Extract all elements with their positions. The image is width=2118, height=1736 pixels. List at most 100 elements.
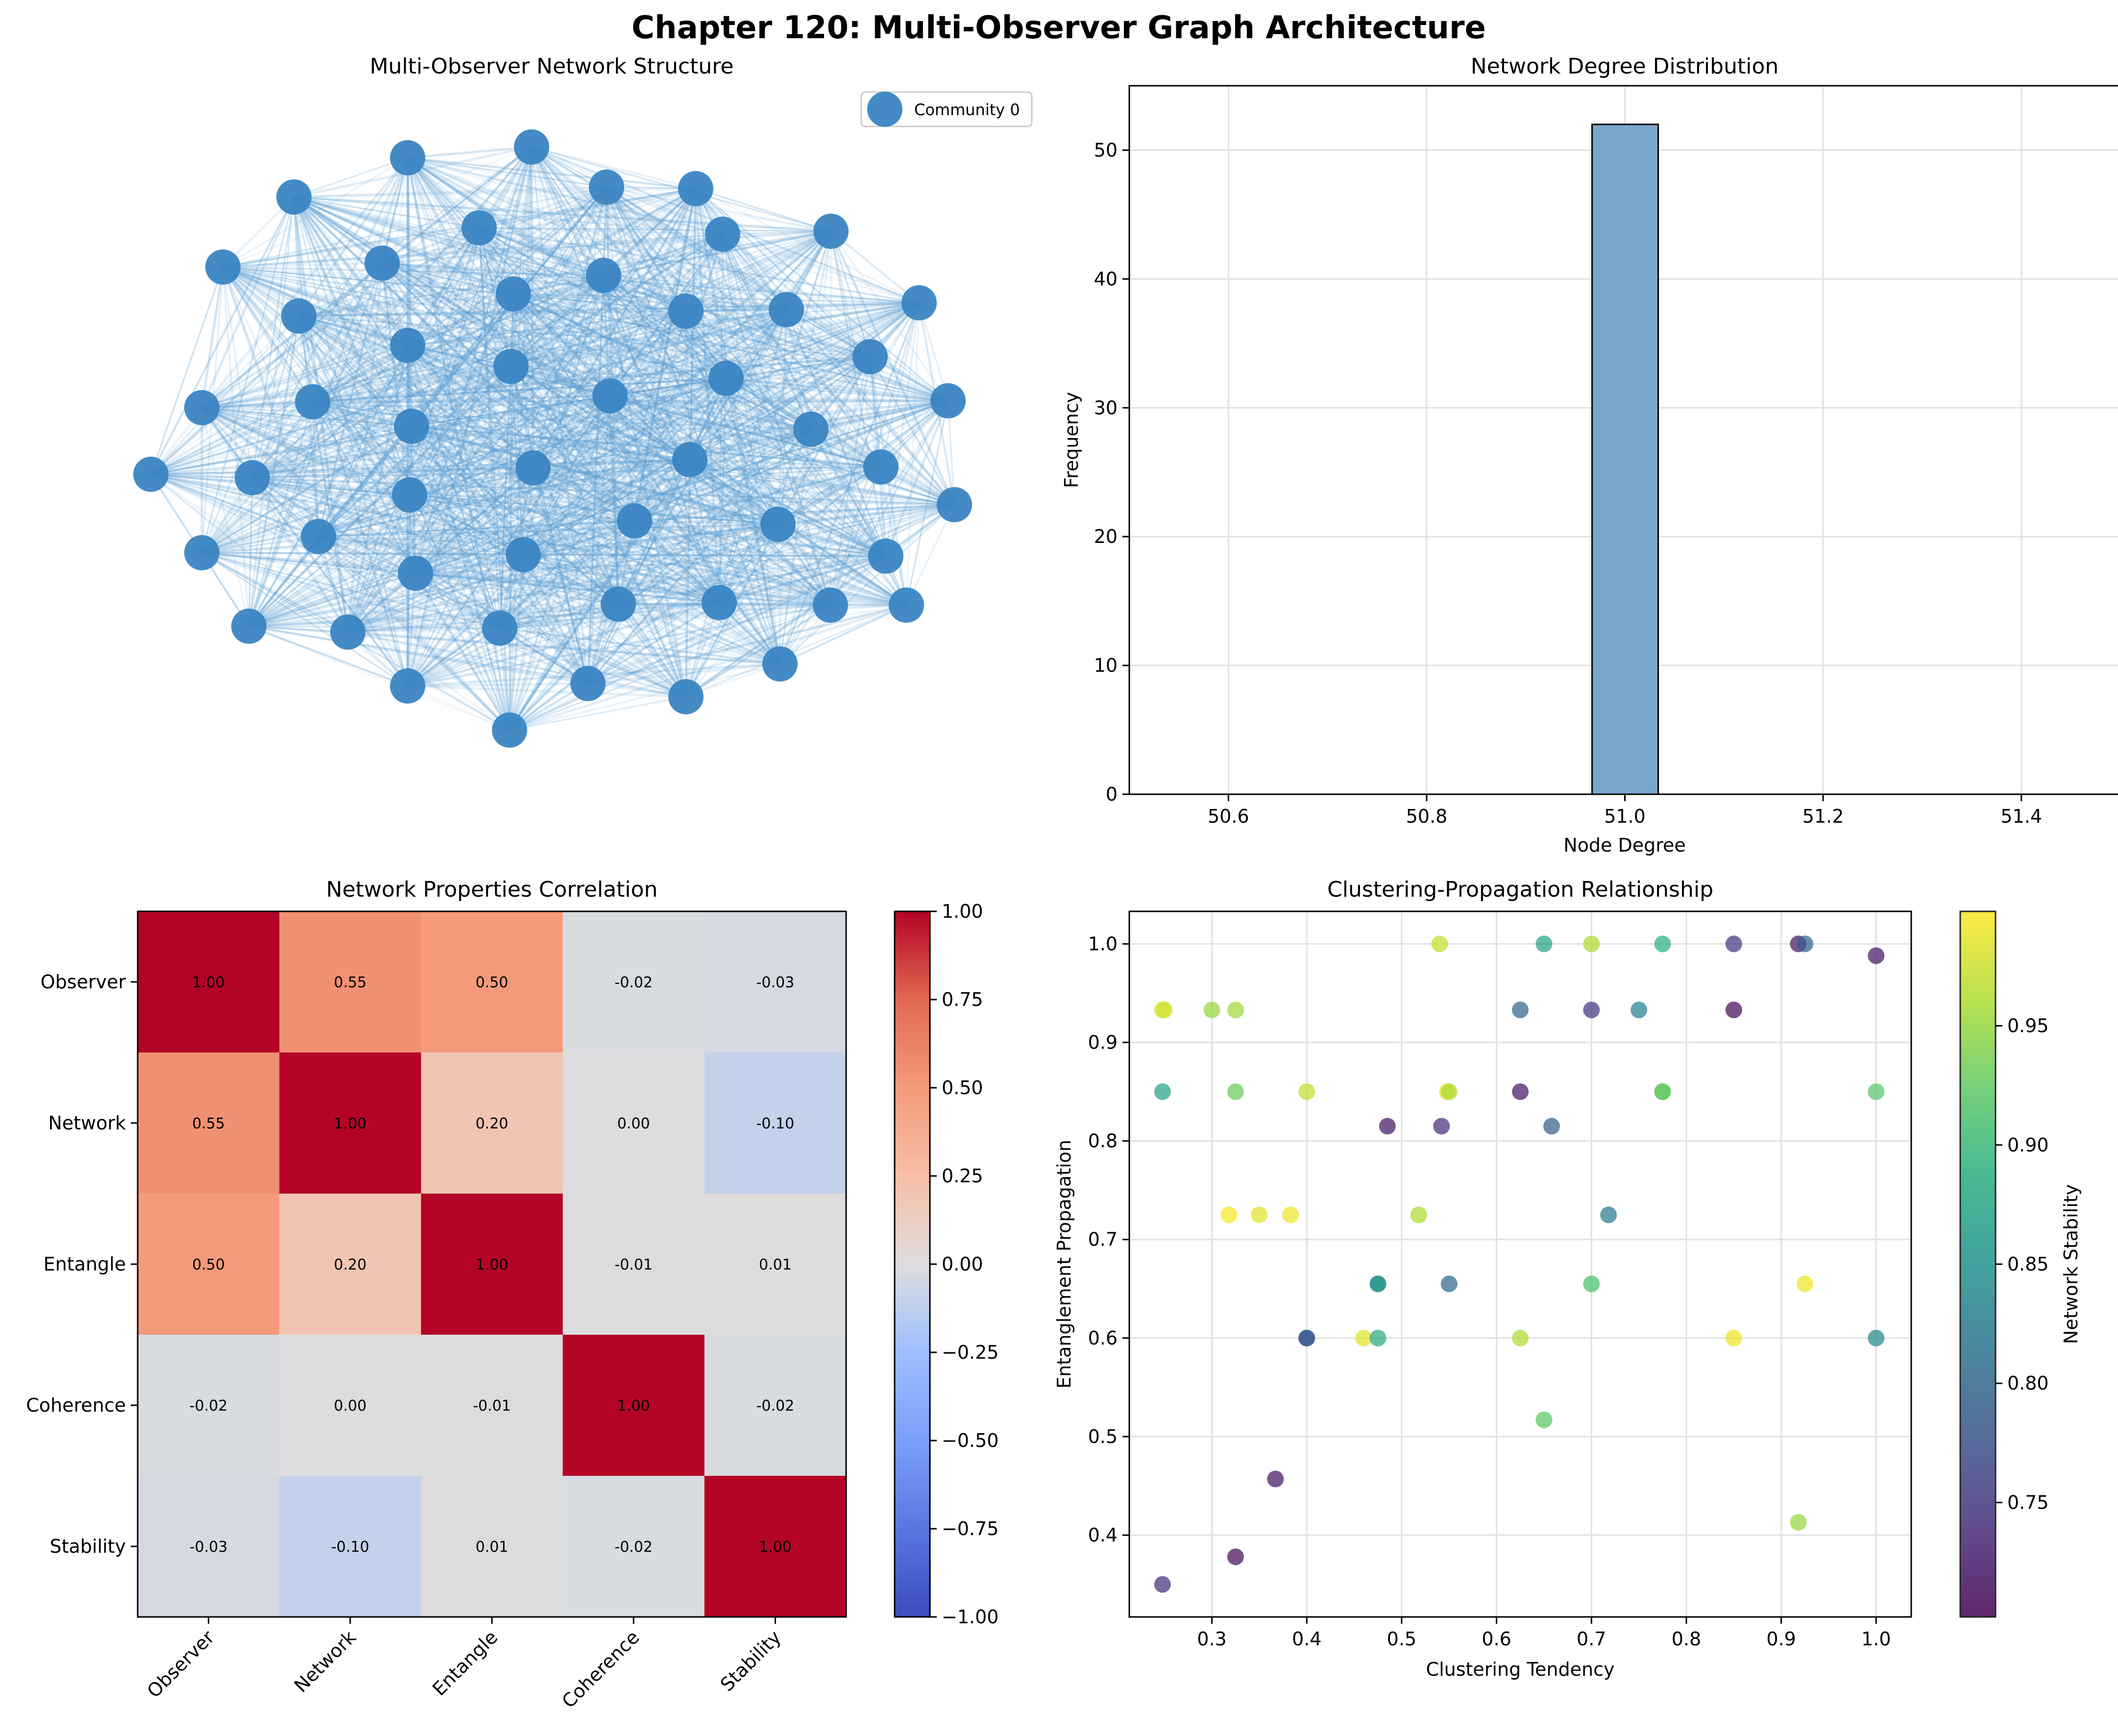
network-edge xyxy=(382,262,955,506)
scatter-y-tick-label: 0.9 xyxy=(1088,1031,1118,1053)
network-edge xyxy=(407,345,619,605)
heatmap-cell-value: 0.20 xyxy=(476,1115,509,1132)
network-edge xyxy=(721,233,812,430)
network-edge xyxy=(293,196,416,574)
network-edge xyxy=(312,401,411,496)
network-edge xyxy=(248,504,955,627)
network-edge xyxy=(512,293,779,525)
network-edge xyxy=(634,465,881,522)
heatmap-cell xyxy=(138,911,280,1053)
network-edge xyxy=(689,459,907,606)
network-edge xyxy=(407,227,480,686)
network-edge xyxy=(150,473,588,685)
network-edge xyxy=(531,147,720,603)
network-edge xyxy=(312,186,608,403)
scatter-point xyxy=(1433,1118,1450,1135)
network-edge xyxy=(603,233,723,277)
network-edge xyxy=(252,365,511,479)
network-node xyxy=(601,587,636,622)
network-node xyxy=(672,442,707,477)
network-edge xyxy=(523,554,720,604)
network-edge xyxy=(248,467,534,627)
network-edge xyxy=(252,477,410,496)
network-edge xyxy=(530,147,620,605)
network-edge xyxy=(381,262,831,606)
network-edge xyxy=(605,186,728,379)
network-edge xyxy=(689,459,831,606)
network-edge xyxy=(522,554,687,698)
network-edge xyxy=(222,266,501,629)
network-edge xyxy=(478,227,611,397)
network-edge xyxy=(150,230,831,475)
network-edge xyxy=(603,275,691,460)
degree-x-tick-label: 50.8 xyxy=(1406,806,1448,827)
network-edge xyxy=(722,233,955,506)
network-edge xyxy=(695,188,949,402)
scatter-point xyxy=(1154,1083,1171,1100)
network-edge xyxy=(201,377,727,409)
network-edge xyxy=(689,234,724,460)
network-edge xyxy=(685,311,831,606)
network-edge xyxy=(201,302,920,554)
network-edge xyxy=(201,230,831,554)
network-edge xyxy=(411,230,832,428)
network-edge xyxy=(523,554,619,605)
degree-xlabel: Node Degree xyxy=(1563,834,1686,856)
network-edge xyxy=(513,293,907,606)
network-edge xyxy=(523,554,780,665)
network-edge xyxy=(150,473,416,574)
network-edge xyxy=(293,196,920,304)
network-edge xyxy=(512,293,611,397)
network-edge xyxy=(684,311,779,525)
network-edge xyxy=(407,157,955,506)
network-edge xyxy=(298,315,690,461)
network-edge xyxy=(685,311,691,460)
heatmap-colorbar-tick-label: −0.75 xyxy=(942,1518,998,1540)
network-edge xyxy=(407,344,831,606)
network-edge xyxy=(251,477,409,686)
network-edge xyxy=(689,459,955,506)
network-edge xyxy=(298,315,907,607)
network-edge xyxy=(298,315,811,430)
network-edge xyxy=(201,186,607,409)
network-edge xyxy=(829,400,949,606)
network-edge xyxy=(605,187,721,603)
network-node xyxy=(705,217,740,252)
network-edge xyxy=(298,315,501,629)
network-edge xyxy=(830,231,871,357)
network-edge xyxy=(684,309,788,697)
network-edge xyxy=(252,477,907,606)
network-edge xyxy=(317,186,608,538)
network-edge xyxy=(346,263,384,633)
network-edge xyxy=(248,401,314,627)
network-edge xyxy=(293,196,409,686)
network-edge xyxy=(531,146,723,235)
network-edge xyxy=(347,494,411,633)
network-edge xyxy=(382,262,920,304)
network-edge xyxy=(499,395,611,629)
network-edge xyxy=(606,186,882,468)
network-edge xyxy=(201,407,720,604)
network-edge xyxy=(347,631,510,731)
network-edge xyxy=(409,493,524,556)
network-edge xyxy=(201,157,409,409)
scatter-colorbar-tick-label: 0.90 xyxy=(2007,1134,2049,1156)
network-edge xyxy=(609,395,886,557)
network-edge xyxy=(513,233,723,295)
network-edge xyxy=(634,520,831,606)
network-edge xyxy=(810,231,832,430)
network-edge xyxy=(407,275,605,686)
scatter-point xyxy=(1203,1002,1220,1019)
network-edge xyxy=(201,366,511,409)
heatmap-x-labels: Observer Network Entangle Coherence Stabilit… xyxy=(143,1617,785,1712)
network-edge xyxy=(618,603,907,607)
network-edge xyxy=(298,316,319,537)
network-edge xyxy=(414,233,724,574)
network-edge xyxy=(150,227,480,475)
network-edge xyxy=(252,477,955,506)
network-edge xyxy=(312,230,831,403)
network-edge xyxy=(618,555,886,605)
network-edge xyxy=(409,188,697,496)
network-edge xyxy=(587,400,949,685)
heatmap-cell xyxy=(562,1194,705,1335)
